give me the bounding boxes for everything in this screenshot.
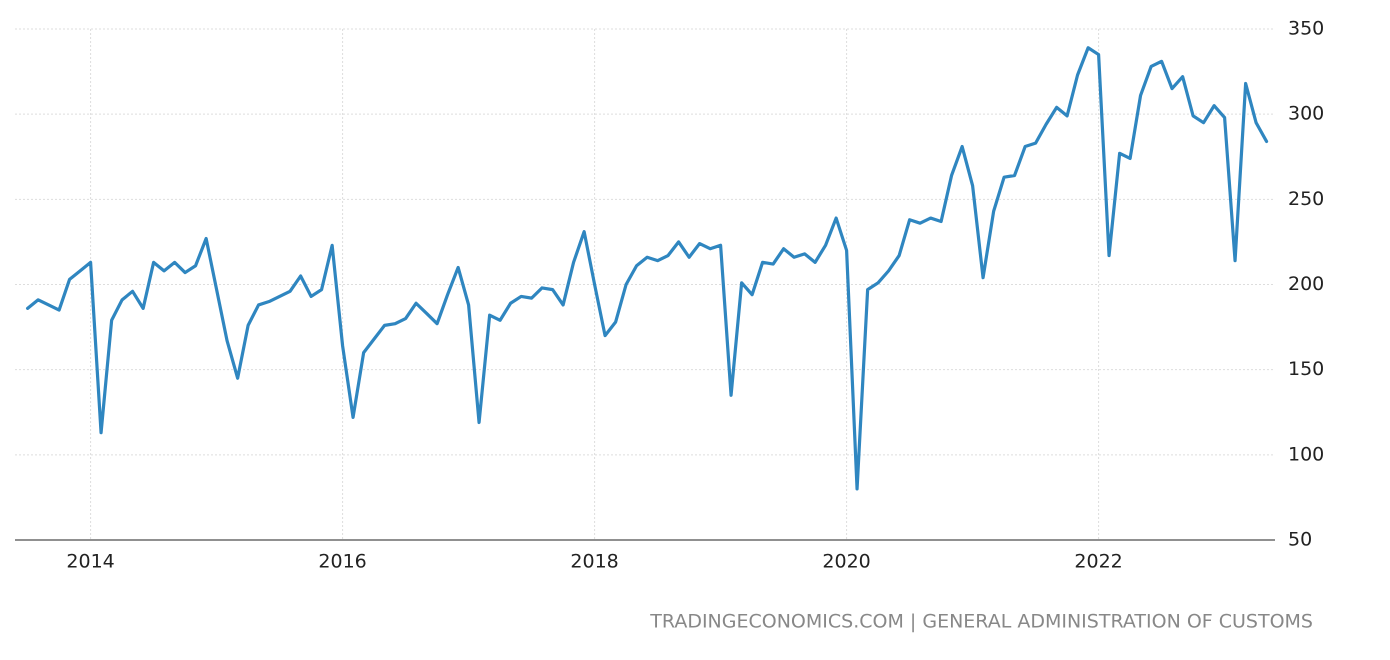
x-tick-label: 2018 <box>570 551 618 573</box>
y-tick-label: 50 <box>1288 529 1312 551</box>
x-tick-label: 2020 <box>822 551 870 573</box>
source: TRADINGECONOMICS.COM | GENERAL ADMINISTR… <box>649 611 1313 633</box>
x-tick-label: 2016 <box>318 551 366 573</box>
y-tick-label: 150 <box>1288 358 1324 380</box>
x-tick-label: 2014 <box>66 551 114 573</box>
y-tick-label: 200 <box>1288 273 1324 295</box>
y-tick-label: 300 <box>1288 103 1324 125</box>
y-tick-label: 100 <box>1288 443 1324 465</box>
y-tick-label: 350 <box>1288 18 1324 40</box>
x-tick-label: 2022 <box>1074 551 1122 573</box>
y-tick-label: 250 <box>1288 188 1324 210</box>
line-series <box>26 46 1269 491</box>
